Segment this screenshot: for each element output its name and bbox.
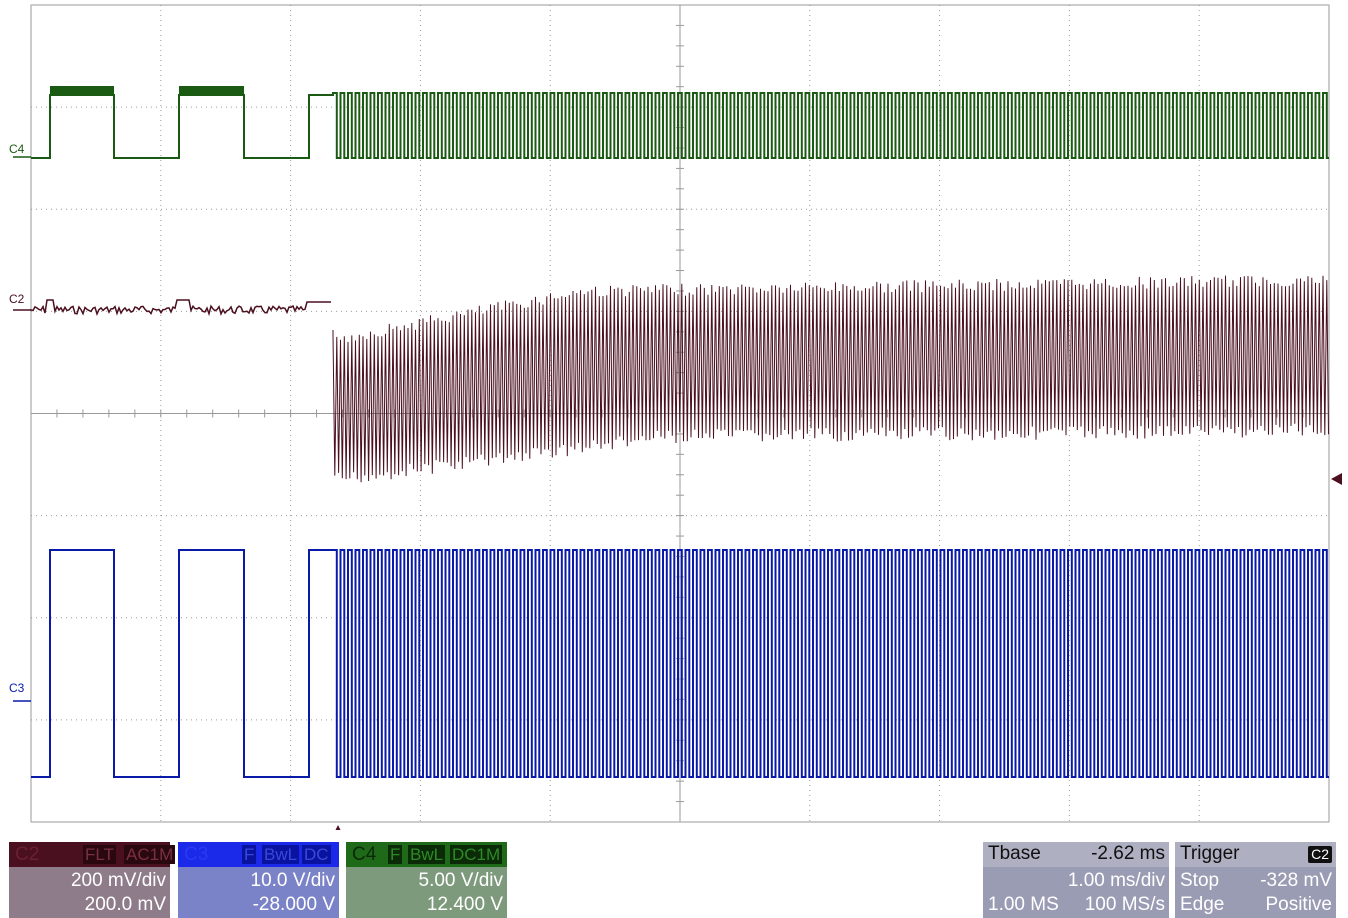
channel-c2-offset: 200.0 mV: [84, 894, 166, 915]
trigger-slope: Positive: [1265, 894, 1332, 915]
trigger-title: Trigger: [1180, 843, 1240, 864]
timebase-samples: 1.00 MS: [988, 894, 1059, 915]
c3-path: [31, 549, 1329, 778]
trigger-level: -328 mV: [1260, 870, 1332, 891]
c4-path: [31, 92, 1329, 159]
trace-label-c2: C2: [9, 292, 25, 306]
scope-display[interactable]: C4 C2 C3: [0, 0, 1348, 830]
c2-path-burst: [332, 275, 1329, 483]
channel-c4-descriptor[interactable]: C4 F BwL DC1M 5.00 V/div 12.400 V: [346, 842, 507, 918]
channel-c3-volts-div: 10.0 V/div: [250, 870, 336, 891]
timebase-time-div: 1.00 ms/div: [1067, 870, 1165, 891]
channel-c2-volts-div: 200 mV/div: [70, 870, 166, 891]
trace-label-c3: C3: [9, 681, 25, 695]
trigger-source-badge: C2: [1308, 846, 1332, 863]
channel-c2-descriptor[interactable]: C2 FLT AC1M 200 mV/div 200.0 mV: [9, 842, 176, 918]
trigger-mode: Stop: [1180, 870, 1220, 891]
trigger-position-marker[interactable]: [333, 825, 343, 830]
timebase-sample-rate: 100 MS/s: [1084, 894, 1165, 915]
c4-pulse-top: [50, 86, 114, 94]
timebase-delay: -2.62 ms: [1091, 843, 1165, 864]
channel-c2-tag-coupling: AC1M: [124, 845, 176, 864]
channel-c4-volts-div: 5.00 V/div: [418, 870, 504, 891]
channel-c3-descriptor[interactable]: C3 F BwL DC 10.0 V/div -28.000 V: [178, 842, 339, 918]
trigger-descriptor[interactable]: Trigger C2 Stop -328 mV Edge Positive: [1175, 842, 1336, 918]
c2-path-initial: [30, 299, 331, 317]
channel-c4-offset: 12.400 V: [426, 894, 503, 915]
timebase-title: Tbase: [988, 843, 1041, 864]
channel-c3-tag-coupling: DC: [302, 845, 331, 864]
channel-c3-offset: -28.000 V: [252, 894, 335, 915]
channel-c2-tag-filter: FLT: [83, 845, 116, 864]
channel-c3-tag-f: F: [242, 845, 257, 864]
trace-c2-waveform: [30, 275, 1329, 483]
trigger-level-marker[interactable]: [1331, 473, 1342, 485]
channel-c4-tag-coupling: DC1M: [450, 845, 503, 864]
timebase-descriptor[interactable]: Tbase -2.62 ms 1.00 ms/div 1.00 MS 100 M…: [983, 842, 1169, 918]
trace-label-c4: C4: [9, 142, 25, 156]
channel-c4-name: C4: [352, 844, 377, 865]
channel-c3-name: C3: [184, 844, 209, 865]
trace-c3-waveform: [31, 549, 1329, 778]
channel-c4-tag-f: F: [388, 845, 403, 864]
channel-c4-tag-bwl: BwL: [408, 845, 446, 864]
c4-pulse-top: [179, 86, 244, 94]
trace-c4-waveform: [31, 86, 1329, 159]
channel-c2-name: C2: [15, 844, 40, 865]
channel-c3-tag-bwl: BwL: [262, 845, 300, 864]
trigger-type: Edge: [1180, 894, 1225, 915]
